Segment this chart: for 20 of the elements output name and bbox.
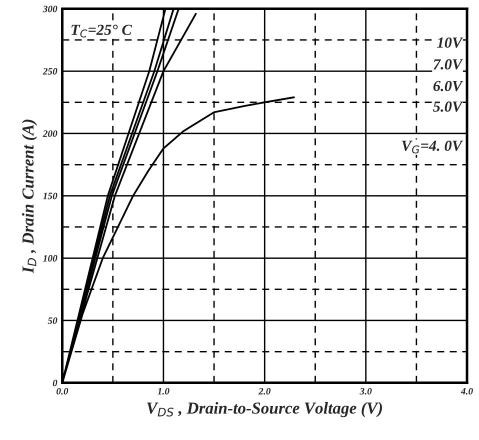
text: 10V — [437, 37, 464, 48]
x-axis-title: V$_{DS}$ , Drain-to-Source Voltage (V) — [147, 402, 382, 418]
y-tick-label: 50 — [48, 317, 58, 324]
text: 6.0V — [433, 80, 464, 92]
text: V$_{G}$=4. 0V — [402, 140, 464, 154]
x-tick-label: 2.0 — [258, 388, 271, 395]
x-tick-label: 0.0 — [56, 388, 68, 395]
y-tick-label: 250 — [42, 68, 58, 75]
x-tick-label: 4.0 — [460, 388, 473, 395]
y-tick-label: 300 — [42, 6, 58, 12]
y-axis-title: I$_{D}$ , Drain Current (A) — [22, 120, 38, 274]
text: 7.0V — [434, 59, 464, 70]
y-tick-label: 100 — [43, 255, 58, 262]
annotation: T$_{C}$=25° C — [71, 24, 132, 38]
x-tick-label: 3.0 — [360, 388, 372, 395]
y-tick-label: 150 — [43, 192, 58, 200]
y-tick-label: 200 — [42, 130, 58, 137]
x-tick-label: 1.0 — [158, 388, 170, 395]
text: 5.0V — [433, 101, 464, 112]
y-tick-label: 0 — [52, 380, 58, 386]
